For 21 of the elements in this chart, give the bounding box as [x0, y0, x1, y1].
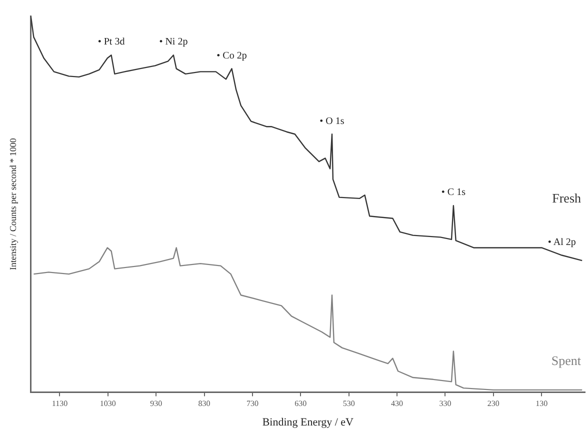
- series-label: Spent: [551, 352, 582, 368]
- text: Fresh: [552, 190, 582, 206]
- x-axis-title: Binding Energy / eV: [262, 416, 354, 428]
- x-tick-label: 330: [439, 399, 452, 408]
- annotation: • Ni 2p: [159, 36, 188, 48]
- annotation: • O 1s: [320, 116, 344, 127]
- x-tick-label: 730: [246, 399, 258, 408]
- x-tick-label: 930: [150, 399, 162, 408]
- annotation: • Al 2p: [548, 236, 576, 248]
- annotation: • Co 2p: [216, 50, 247, 62]
- annotation: • Pt 3d: [98, 36, 125, 48]
- x-tick-label: 1030: [100, 399, 116, 408]
- x-tick-label: 830: [198, 399, 210, 408]
- annotation: • C 1s: [441, 187, 466, 198]
- x-tick-label: 430: [391, 399, 404, 408]
- x-tick-label: 530: [342, 399, 355, 408]
- y-axis-title: Intensity / Counts per second * 1000: [8, 138, 18, 270]
- x-tick-label: 230: [487, 399, 500, 408]
- x-tick-label: 1130: [52, 399, 68, 408]
- x-tick-label: 130: [536, 399, 548, 408]
- x-tick-label: 630: [294, 399, 307, 408]
